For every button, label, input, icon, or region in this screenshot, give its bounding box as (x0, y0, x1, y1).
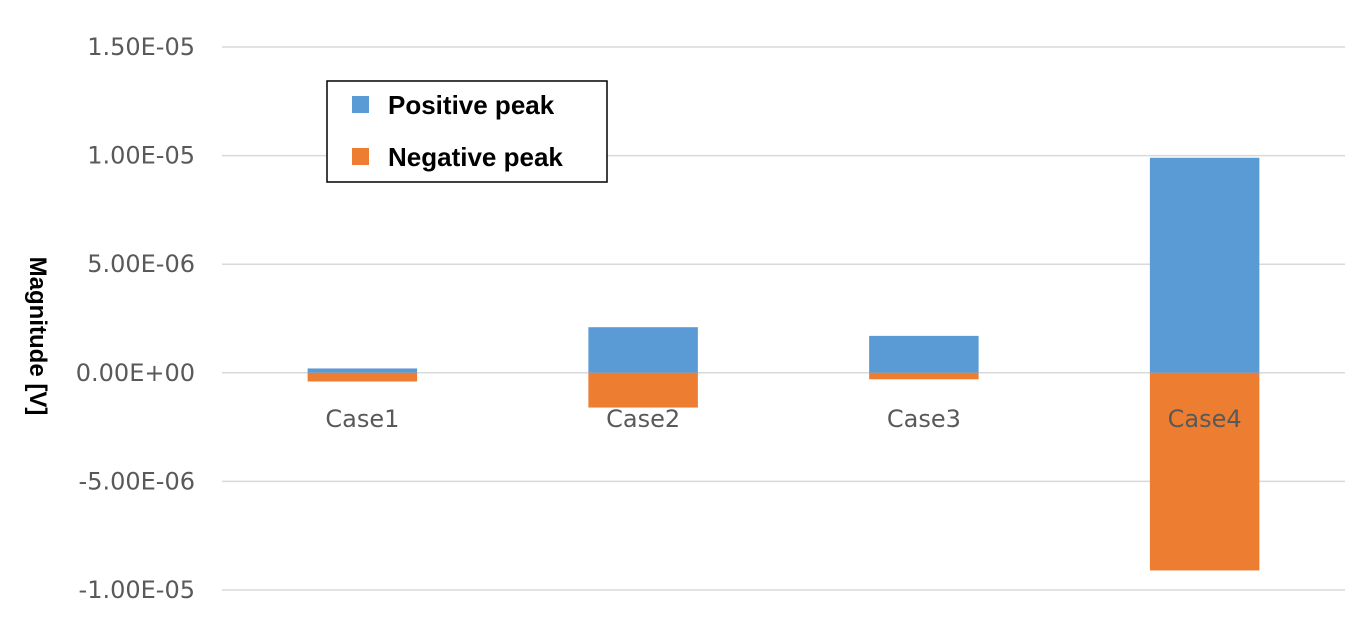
x-category-label: Case1 (325, 405, 399, 433)
y-tick-label: -5.00E-06 (79, 467, 195, 495)
legend: Positive peak Negative peak (326, 80, 608, 183)
legend-label-negative: Negative peak (388, 142, 563, 172)
y-tick-label: -1.00E-05 (79, 576, 195, 604)
legend-box (326, 80, 608, 183)
bar-positive-peak-case2 (588, 327, 698, 373)
y-axis-ticks: -1.00E-05 -5.00E-06 0.00E+00 5.00E-06 1.00E-… (76, 33, 195, 604)
bar-negative-peak-case1 (307, 372, 418, 382)
legend-swatch-negative (352, 148, 369, 165)
legend-swatch-positive (352, 96, 369, 113)
bar-negative-peak-case3 (869, 372, 979, 380)
x-category-label: Case3 (887, 405, 961, 433)
y-tick-label: 5.00E-06 (87, 250, 195, 278)
x-category-label: Case4 (1168, 405, 1242, 433)
bar-positive-peak-case1 (307, 368, 418, 373)
y-tick-label: 1.50E-05 (87, 33, 195, 61)
legend-label-positive: Positive peak (388, 90, 555, 120)
y-tick-label: 1.00E-05 (87, 142, 195, 170)
bar-positive-peak-case4 (1149, 157, 1260, 373)
bar-positive-peak-case3 (869, 335, 979, 373)
x-category-label: Case2 (606, 405, 680, 433)
category-labels: Case1 Case2 Case3 Case4 (325, 405, 1241, 433)
y-axis-label: Magnitude [V] (24, 257, 51, 416)
bars (307, 157, 1260, 571)
bar-negative-peak-case2 (588, 372, 698, 408)
y-tick-label: 0.00E+00 (76, 359, 195, 387)
bar-negative-peak-case4 (1149, 372, 1260, 571)
